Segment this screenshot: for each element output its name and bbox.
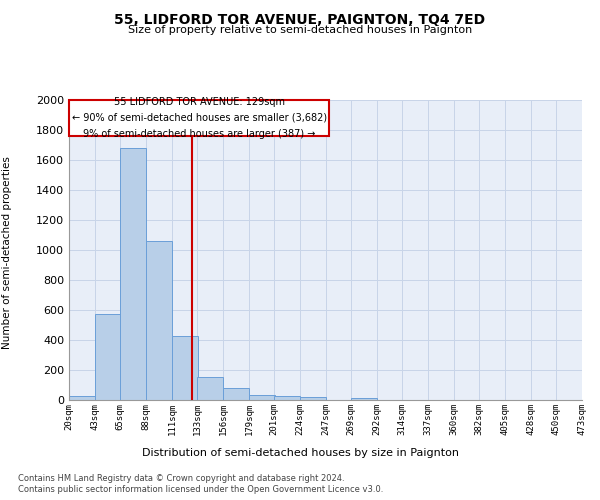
Text: 55, LIDFORD TOR AVENUE, PAIGNTON, TQ4 7ED: 55, LIDFORD TOR AVENUE, PAIGNTON, TQ4 7E… (115, 12, 485, 26)
Bar (249, 395, 275, 400)
FancyBboxPatch shape (69, 100, 329, 136)
Bar (300, 397, 326, 400)
Bar (274, 396, 299, 400)
Bar (95, 314, 121, 400)
Bar (223, 388, 249, 400)
Text: Distribution of semi-detached houses by size in Paignton: Distribution of semi-detached houses by … (142, 448, 458, 458)
Bar (120, 148, 146, 400)
Text: Contains HM Land Registry data © Crown copyright and database right 2024.: Contains HM Land Registry data © Crown c… (18, 474, 344, 483)
Text: 55 LIDFORD TOR AVENUE: 129sqm
← 90% of semi-detached houses are smaller (3,682)
: 55 LIDFORD TOR AVENUE: 129sqm ← 90% of s… (71, 98, 327, 138)
Text: Number of semi-detached properties: Number of semi-detached properties (2, 156, 12, 349)
Bar (197, 377, 223, 400)
Text: Size of property relative to semi-detached houses in Paignton: Size of property relative to semi-detach… (128, 25, 472, 35)
Bar (69, 396, 95, 400)
Bar (172, 336, 198, 400)
Bar (146, 241, 172, 400)
Bar (351, 398, 377, 400)
Text: Contains public sector information licensed under the Open Government Licence v3: Contains public sector information licen… (18, 485, 383, 494)
